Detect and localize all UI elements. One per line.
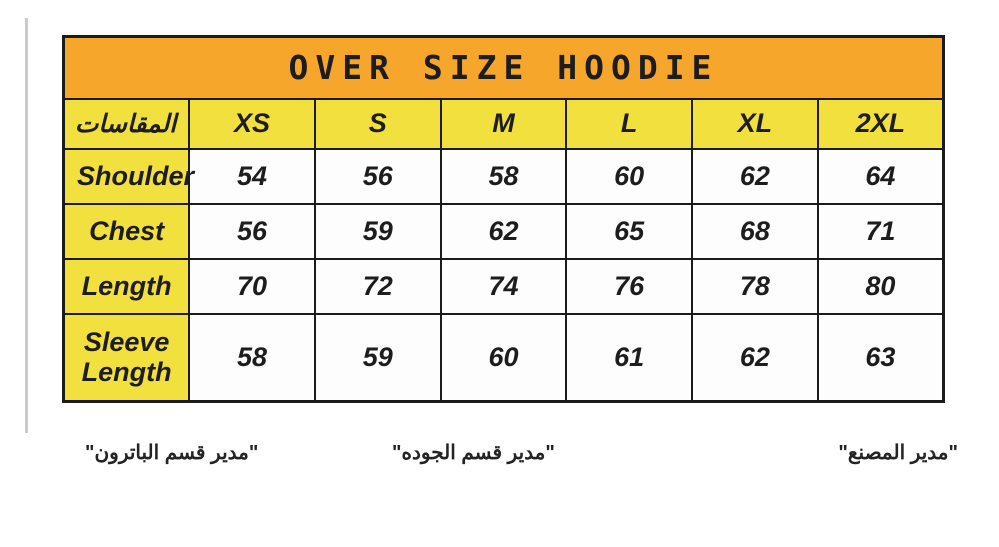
cell-length-2xl: 80 [816, 257, 945, 315]
cell-length-m: 74 [439, 257, 568, 315]
table-row-length: Length 70 72 74 76 78 80 [62, 257, 945, 315]
table-row-shoulder: Shoulder 54 56 58 60 62 64 [62, 147, 945, 205]
cell-shoulder-s: 56 [313, 147, 442, 205]
cell-sleeve-s: 59 [313, 312, 442, 403]
cell-chest-l: 65 [565, 202, 694, 260]
cell-shoulder-2xl: 64 [816, 147, 945, 205]
header-row: المقاسات XS S M L XL 2XL [62, 97, 945, 150]
cell-length-xl: 78 [691, 257, 819, 315]
cell-shoulder-l: 60 [565, 147, 694, 205]
cell-chest-xl: 68 [691, 202, 819, 260]
title-row: OVER SIZE HOODIE [62, 35, 945, 100]
cell-chest-m: 62 [439, 202, 568, 260]
cell-sleeve-2xl: 63 [816, 312, 945, 403]
cell-chest-2xl: 71 [816, 202, 945, 260]
cell-sleeve-xs: 58 [188, 312, 316, 403]
column-header-xs: XS [188, 97, 316, 150]
left-margin-line [25, 18, 28, 433]
cell-shoulder-xl: 62 [691, 147, 819, 205]
chart-title: OVER SIZE HOODIE [62, 35, 945, 100]
size-chart-table: OVER SIZE HOODIE المقاسات XS S M L XL 2X… [62, 35, 945, 403]
cell-shoulder-m: 58 [439, 147, 568, 205]
cell-chest-xs: 56 [188, 202, 316, 260]
row-label-sleeve-length: Sleeve Length [62, 312, 191, 403]
column-header-l: L [565, 97, 694, 150]
column-header-m: M [439, 97, 568, 150]
cell-length-l: 76 [565, 257, 694, 315]
table-row-sleeve-length: Sleeve Length 58 59 60 61 62 63 [62, 312, 945, 403]
cell-shoulder-xs: 54 [188, 147, 316, 205]
column-header-xl: XL [691, 97, 819, 150]
cell-length-s: 72 [313, 257, 442, 315]
cell-chest-s: 59 [313, 202, 442, 260]
row-label-length: Length [62, 257, 191, 315]
column-header-2xl: 2XL [816, 97, 945, 150]
row-label-shoulder: Shoulder [62, 147, 194, 205]
cell-sleeve-xl: 62 [691, 312, 819, 403]
table-row-chest: Chest 56 59 62 65 68 71 [62, 202, 945, 260]
cell-length-xs: 70 [188, 257, 316, 315]
signature-quality-department-manager: "مدير قسم الجوده" [392, 442, 555, 464]
cell-sleeve-m: 60 [439, 312, 568, 403]
cell-sleeve-l: 61 [565, 312, 694, 403]
signature-factory-manager: "مدير المصنع" [838, 442, 958, 464]
column-header-measurements: المقاسات [62, 97, 191, 150]
row-label-chest: Chest [62, 202, 191, 260]
column-header-s: S [313, 97, 442, 150]
signature-pattern-department-manager: "مدير قسم الباترون" [85, 442, 259, 464]
